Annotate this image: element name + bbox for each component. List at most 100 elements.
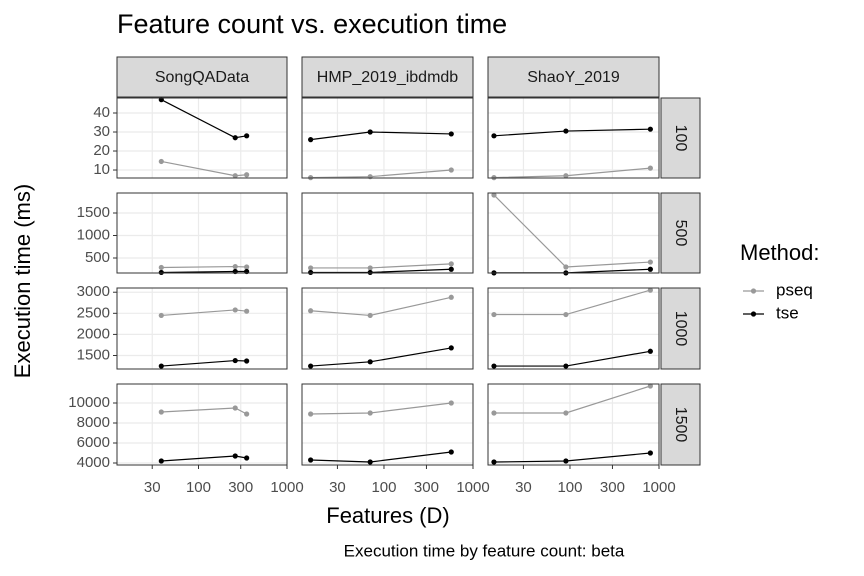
y-tick-label: 1500 [77,204,110,221]
strip-label: SongQAData [155,69,249,86]
data-point [491,363,497,369]
data-point [308,265,314,271]
data-point [647,126,653,132]
y-tick-label: 10 [93,161,110,178]
y-tick-label: 500 [85,249,110,266]
data-point [244,308,250,314]
data-point [232,453,238,459]
data-point [367,265,373,271]
panel [117,98,287,178]
data-point [158,312,164,319]
panel-border [301,97,474,179]
data-point [158,458,164,464]
data-point [244,411,250,417]
x-tick-label: 1000 [456,479,489,496]
strip-label: 100 [672,125,689,152]
data-point [244,264,250,270]
panel [488,193,659,273]
data-point [563,128,569,134]
panel [117,193,287,273]
data-point [448,266,454,272]
data-point [491,410,497,416]
data-point [308,137,314,143]
strip-box [116,56,288,98]
data-point [491,311,497,318]
y-tick-label: 20 [93,142,110,159]
legend-swatch [750,288,757,294]
strip-box [660,97,701,179]
data-point [232,135,238,141]
y-tick-label: 1000 [77,226,110,243]
data-point [232,405,238,411]
panel-border [487,383,660,466]
data-point [563,458,569,464]
data-point [367,312,373,319]
x-axis-title: Features (D) [326,503,449,528]
data-point [448,167,454,173]
data-point [308,269,314,276]
data-point [491,459,497,465]
panel-border [116,287,288,370]
strip-label: ShaoY_2019 [527,69,620,86]
data-point [308,411,314,417]
panel-border [487,192,660,274]
data-point [647,165,653,171]
data-point [647,383,653,389]
data-point [158,409,164,415]
data-point [563,264,569,270]
strip-box [660,383,701,466]
data-point [232,357,238,364]
x-tick-label: 30 [144,479,161,496]
data-point [448,294,454,300]
panel-border [487,287,660,370]
data-point [448,261,454,267]
data-point [647,450,653,456]
strip-label: 500 [672,220,689,247]
panel-border [301,383,474,466]
strip-box [660,287,701,370]
data-point [367,359,373,365]
data-point [244,172,250,178]
panel [488,98,659,178]
y-tick-label: 1500 [77,346,110,363]
data-point [244,455,250,461]
panel [302,193,473,273]
data-point [491,133,497,139]
x-tick-label: 300 [414,479,439,496]
data-point [367,410,373,416]
legend-label: pseq [776,280,813,299]
panel-border [301,287,474,370]
data-point [647,266,653,272]
strip-label: HMP_2019_ibdmdb [317,69,459,86]
chart-title: Feature count vs. execution time [117,9,507,39]
strip-box [660,192,701,274]
data-point [244,358,250,364]
x-tick-label: 100 [557,479,582,496]
panel-border [487,97,660,179]
data-point [563,363,569,369]
y-tick-label: 3000 [77,283,110,300]
data-point [367,129,373,135]
data-point [308,363,314,369]
x-tick-label: 1000 [642,479,675,496]
data-point [367,459,373,465]
y-tick-label: 10000 [68,394,110,411]
y-tick-label: 40 [93,104,110,121]
y-tick-label: 2500 [77,304,110,321]
y-axis-title: Execution time (ms) [10,184,35,378]
y-tick-label: 6000 [77,434,110,451]
panel [302,288,473,369]
data-point [308,308,314,314]
legend-title: Method: [740,240,820,265]
panel [488,288,659,369]
x-tick-label: 100 [186,479,211,496]
data-point [448,131,454,137]
data-point [563,173,569,179]
x-tick-label: 300 [600,479,625,496]
data-point [158,158,164,165]
x-tick-label: 1000 [270,479,303,496]
x-tick-label: 100 [371,479,396,496]
y-tick-label: 2000 [77,325,110,342]
panel [117,384,287,465]
